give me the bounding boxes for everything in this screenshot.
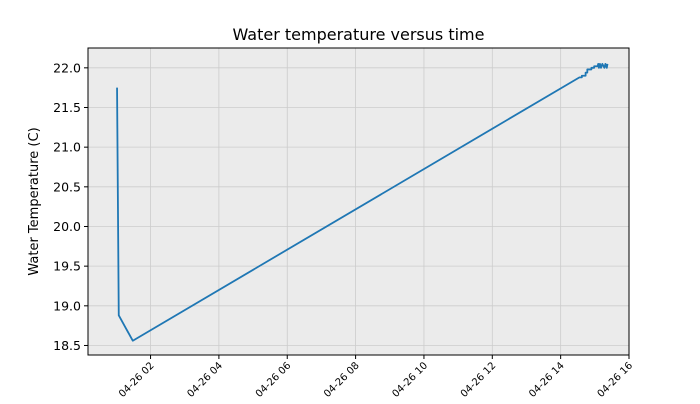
y-tick-label: 18.5 <box>53 338 81 353</box>
water-temperature-line <box>116 62 609 342</box>
y-tick-label: 21.0 <box>53 140 81 155</box>
series-layer <box>116 62 609 342</box>
plot-area <box>88 48 629 355</box>
chart-title: Water temperature versus time <box>233 25 485 44</box>
y-tick-label: 21.5 <box>53 100 81 115</box>
y-tick-label: 20.0 <box>53 219 81 234</box>
grid-lines <box>88 48 630 355</box>
y-tick-label: 19.5 <box>53 259 81 274</box>
plot-frame <box>87 47 630 356</box>
y-axis-ticks: 18.5 19.0 19.5 20.0 20.5 21.0 21.5 22.0 <box>53 60 88 353</box>
y-tick-label: 20.5 <box>53 179 81 194</box>
y-axis-label: Water Temperature (C) <box>27 127 42 275</box>
y-tick-label: 22.0 <box>53 60 81 75</box>
y-tick-label: 19.0 <box>53 298 81 313</box>
